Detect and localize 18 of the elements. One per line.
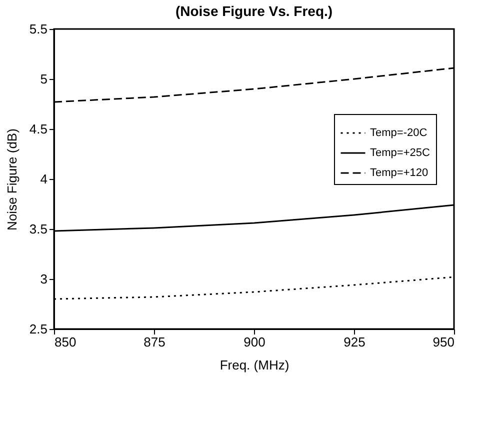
y-tick-label: 3 [40, 272, 48, 286]
x-tick-label: 900 [244, 334, 266, 350]
y-tick-label: 4 [40, 172, 48, 186]
legend-label: Temp=+120 [370, 167, 428, 179]
legend-label: Temp=-20C [370, 127, 428, 139]
x-tick-label: 875 [144, 334, 166, 350]
x-tick-label: 850 [54, 334, 76, 350]
y-tick-label: 2.5 [29, 322, 48, 336]
x-axis-title: Freq. (MHz) [220, 358, 290, 372]
y-tick-label: 3.5 [29, 222, 48, 236]
y-axis-title: Noise Figure (dB) [4, 128, 20, 230]
y-tick-label: 4.5 [29, 122, 48, 136]
x-tick-label: 925 [344, 334, 366, 350]
y-tick-label: 5.5 [29, 22, 48, 36]
x-tick-label: 950 [432, 334, 454, 350]
chart-title: (Noise Figure Vs. Freq.) [175, 3, 333, 19]
legend-label: Temp=+25C [370, 147, 430, 159]
y-tick-label: 5 [40, 72, 48, 86]
